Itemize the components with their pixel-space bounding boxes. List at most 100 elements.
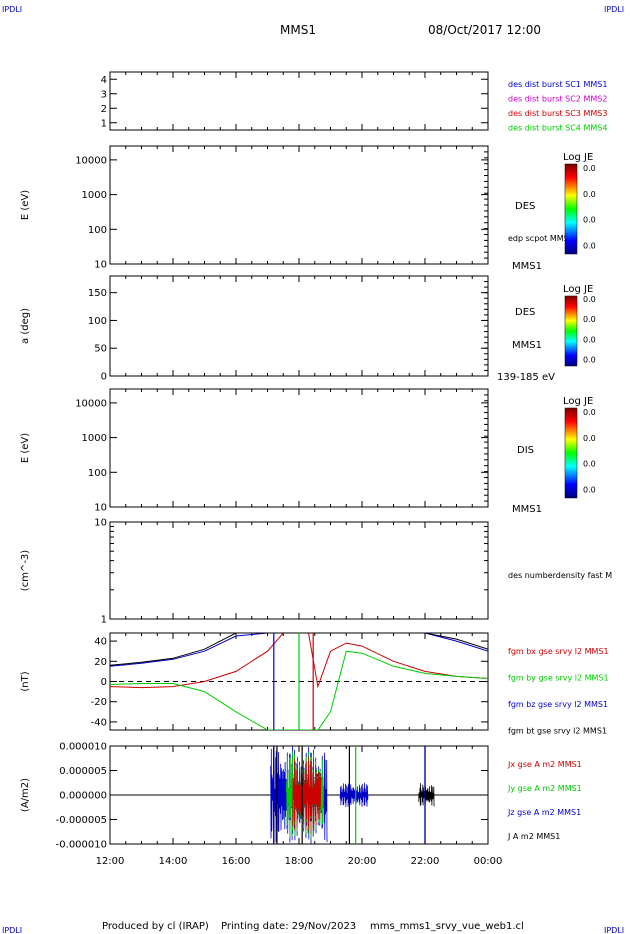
instrument-label: DES bbox=[515, 307, 535, 318]
y-tick-label: -40 bbox=[91, 717, 107, 728]
spacecraft-label: MMS1 bbox=[512, 340, 542, 351]
colorbar bbox=[564, 295, 578, 367]
y-tick-label: 100 bbox=[88, 225, 107, 236]
panel-frame-3 bbox=[109, 275, 489, 377]
y-tick-label: 10 bbox=[94, 260, 107, 271]
legend-entry: des numberdensity fast M bbox=[508, 571, 612, 580]
y-tick-label: 0 bbox=[101, 372, 107, 383]
legend-entry: fgm bx gse srvy l2 MMS1 bbox=[508, 647, 609, 656]
y-tick-label: 10000 bbox=[75, 398, 107, 409]
y-tick-label: -0.000010 bbox=[56, 840, 107, 851]
panel-frame-1 bbox=[109, 71, 489, 131]
y-axis-label: E (eV) bbox=[20, 190, 31, 220]
series-line-1 bbox=[110, 633, 488, 689]
current-traces bbox=[110, 746, 488, 844]
legend-entry: Jx gse A m2 MMS1 bbox=[507, 760, 582, 769]
series-line-2 bbox=[110, 650, 488, 730]
colorbar-tick-label: 0.0 bbox=[583, 216, 596, 225]
y-tick-label: 4 bbox=[101, 75, 107, 86]
colorbar-tick-label: 0.0 bbox=[583, 315, 596, 324]
y-axis-label: (nT) bbox=[20, 671, 31, 691]
corner-label-bottom-left: IPDLI bbox=[2, 926, 22, 934]
y-tick-label: -0.000005 bbox=[56, 815, 107, 826]
y-axis-label: (A/m2) bbox=[20, 778, 31, 812]
y-tick-label: 0.000000 bbox=[59, 791, 107, 802]
y-tick-label: 10000 bbox=[75, 155, 107, 166]
legend-entry: J A m2 MMS1 bbox=[507, 832, 560, 841]
time-tick-label: 16:00 bbox=[222, 856, 251, 867]
legend-entry: des dist burst SC3 MMS3 bbox=[508, 109, 607, 118]
y-tick-label: 3 bbox=[101, 89, 107, 100]
y-tick-label: 10 bbox=[94, 518, 107, 529]
colorbar-tick-label: 0.0 bbox=[583, 295, 596, 304]
time-tick-label: 18:00 bbox=[285, 856, 314, 867]
colorbar bbox=[564, 407, 578, 499]
footer-produced: Produced by cl (IRAP) bbox=[102, 921, 209, 932]
panel-frame-5 bbox=[109, 521, 489, 620]
panel-frame-4 bbox=[109, 388, 489, 508]
legend-entry: fgm by gse srvy l2 MMS1 bbox=[508, 674, 609, 683]
overlay-note: edp scpot MMS1 bbox=[508, 234, 574, 243]
y-tick-label: 10 bbox=[94, 503, 107, 514]
colorbar-tick-label: 0.0 bbox=[583, 408, 596, 417]
y-tick-label: 1 bbox=[101, 118, 107, 129]
series-line-3 bbox=[110, 633, 488, 667]
y-tick-label: 50 bbox=[94, 344, 107, 355]
colorbar bbox=[564, 163, 578, 255]
colorbar-title: Log JE bbox=[563, 152, 593, 163]
y-axis-label: E (eV) bbox=[20, 433, 31, 463]
y-tick-label: 0.000010 bbox=[59, 742, 107, 753]
panel-frame-2 bbox=[109, 145, 489, 265]
time-tick-label: 12:00 bbox=[96, 856, 125, 867]
footer-printing-date: Printing date: 29/Nov/2023 bbox=[221, 921, 356, 932]
colorbar-tick-label: 0.0 bbox=[583, 190, 596, 199]
current-burst bbox=[292, 756, 322, 835]
instrument-label: DIS bbox=[517, 445, 534, 456]
b-field-traces bbox=[110, 633, 488, 730]
corner-label-top-left: IPDLI bbox=[2, 5, 22, 14]
time-tick-label: 14:00 bbox=[159, 856, 188, 867]
current-burst bbox=[339, 782, 369, 808]
y-tick-label: 20 bbox=[94, 657, 107, 668]
colorbar-tick-label: 0.0 bbox=[583, 434, 596, 443]
spacecraft-label: MMS1 bbox=[512, 261, 542, 272]
colorbar-tick-label: 0.0 bbox=[583, 164, 596, 173]
panels: 4 3 2 1 des dist burst SC1 MMS1 des dist burs… bbox=[20, 71, 612, 851]
mission-title: MMS1 bbox=[280, 23, 316, 37]
y-tick-label: 1000 bbox=[82, 433, 107, 444]
colorbar-title: Log JE bbox=[563, 396, 593, 407]
time-tick-label: 20:00 bbox=[348, 856, 377, 867]
legend-entry: fgm bz gse srvy l2 MMS1 bbox=[508, 700, 608, 709]
corner-label-bottom-right: IPDLI bbox=[604, 926, 624, 934]
spacecraft-label: MMS1 bbox=[512, 504, 542, 515]
legend-entry: des dist burst SC2 MMS2 bbox=[508, 95, 607, 104]
y-tick-label: 1000 bbox=[82, 190, 107, 201]
y-tick-label: 40 bbox=[94, 637, 107, 648]
time-tick-label: 00:00 bbox=[474, 856, 503, 867]
colorbar-tick-label: 0.0 bbox=[583, 355, 596, 364]
legend-entry: des dist burst SC1 MMS1 bbox=[508, 80, 607, 89]
y-axis-label: a (deg) bbox=[20, 308, 31, 344]
colorbar-title: Log JE bbox=[563, 284, 593, 295]
current-burst bbox=[418, 783, 435, 807]
legend-entry: fgm bt gse srvy l2 MMS1 bbox=[508, 727, 607, 736]
y-tick-label: 0 bbox=[101, 677, 107, 688]
datetime-title: 08/Oct/2017 12:00 bbox=[428, 23, 541, 37]
y-axis-label: (cm^-3) bbox=[20, 550, 31, 591]
footer-script-name: mms_mms1_srvy_vue_web1.cl bbox=[370, 921, 524, 932]
y-tick-label: 100 bbox=[88, 316, 107, 327]
legend-entry: Jy gse A m2 MMS1 bbox=[507, 784, 582, 793]
legend-entry: des dist burst SC4 MMS4 bbox=[508, 124, 607, 133]
y-tick-label: 100 bbox=[88, 468, 107, 479]
series-line-4 bbox=[110, 633, 488, 666]
colorbar-tick-label: 0.0 bbox=[583, 486, 596, 495]
corner-label-top-right: IPDLI bbox=[604, 5, 624, 14]
instrument-label: DES bbox=[515, 201, 535, 212]
legend-entry: Jz gse A m2 MMS1 bbox=[507, 808, 581, 817]
y-tick-label: 2 bbox=[101, 104, 107, 115]
colorbar-tick-label: 0.0 bbox=[583, 460, 596, 469]
colorbar-tick-label: 0.0 bbox=[583, 242, 596, 251]
colorbar-tick-label: 0.0 bbox=[583, 335, 596, 344]
time-tick-label: 22:00 bbox=[411, 856, 440, 867]
